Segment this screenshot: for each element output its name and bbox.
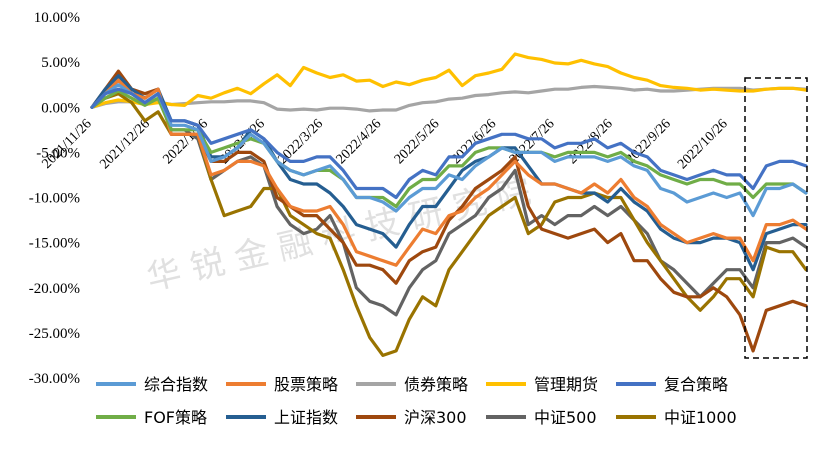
x-tick-label: 2022/6/26 [449, 116, 500, 167]
series-line [90, 87, 808, 200]
series-line [90, 52, 808, 109]
highlight-box [744, 77, 808, 359]
y-tick-label: -25.00% [29, 326, 80, 342]
series-line [90, 74, 808, 272]
legend-label: 沪深300 [404, 408, 467, 427]
y-tick-label: 10.00% [34, 10, 80, 26]
legend-label: 股票策略 [274, 375, 338, 394]
x-tick-label: 2021/12/26 [97, 116, 153, 172]
y-tick-label: -5.00% [36, 145, 80, 161]
legend-label: 中证1000 [664, 408, 737, 427]
x-tick-label: 2022/10/26 [675, 116, 731, 172]
series-line [90, 83, 808, 218]
legend-label: FOF策略 [144, 408, 207, 427]
legend-label: 复合策略 [664, 375, 728, 394]
x-tick-label: 2021/11/26 [39, 116, 94, 171]
y-tick-label: -15.00% [29, 236, 80, 252]
y-tick-label: -10.00% [29, 191, 80, 207]
legend-label: 管理期货 [534, 375, 598, 394]
y-tick-label: -30.00% [29, 371, 80, 387]
x-tick-label: 2022/3/26 [275, 116, 326, 167]
x-tick-label: 2022/4/26 [334, 116, 385, 167]
legend-label: 上证指数 [274, 408, 338, 427]
y-tick-label: 5.00% [41, 55, 80, 71]
series-line [90, 84, 808, 113]
x-tick-label: 2022/5/26 [392, 116, 443, 167]
legend-label: 综合指数 [144, 375, 208, 394]
y-tick-label: 0.00% [41, 100, 80, 116]
legend-label: 中证500 [534, 408, 597, 427]
series-line [90, 78, 808, 267]
y-tick-label: -20.00% [29, 281, 80, 297]
series-line [90, 89, 808, 209]
legend-label: 债券策略 [404, 375, 468, 394]
